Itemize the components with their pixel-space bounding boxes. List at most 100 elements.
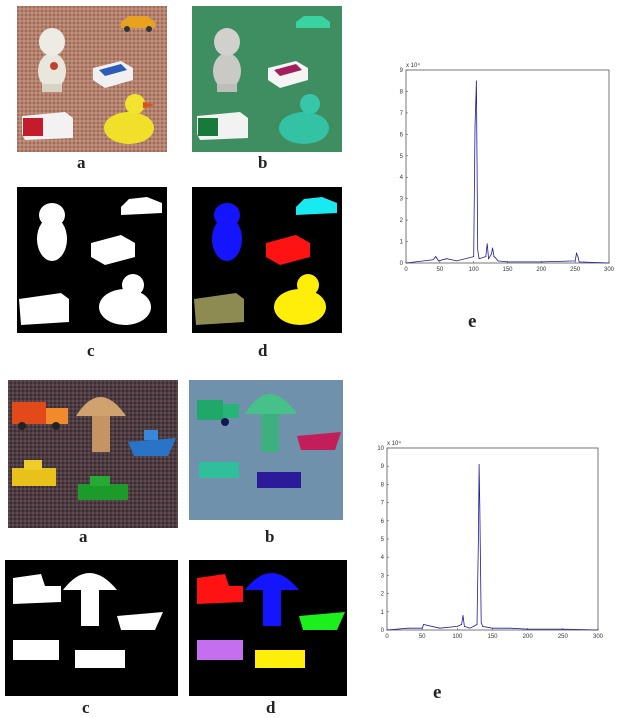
y-tick-label: 0 — [400, 261, 404, 267]
histogram-point — [478, 258, 480, 260]
bottom-mask-scene — [13, 573, 163, 668]
y-tick-label: 5 — [400, 154, 404, 160]
y-tick-label: 1 — [381, 610, 385, 616]
bottom-caption-e: e — [433, 682, 442, 703]
exponent-label: x 10⁴ — [406, 62, 420, 69]
top-caption-b: b — [258, 153, 268, 172]
top-histogram-plot: x 10⁴ 0 50 100 150 200 250 300 0 1 2 3 4 5 6 7 8 9 — [390, 58, 620, 278]
histogram-point — [438, 260, 439, 262]
histogram-point — [478, 463, 480, 465]
y-tick-label: 5 — [381, 537, 385, 543]
histogram-point — [407, 627, 409, 629]
histogram-point — [432, 259, 434, 261]
segment-mushroom-blue — [245, 573, 299, 626]
segment-cat-blue — [212, 203, 242, 261]
histogram-point — [494, 257, 496, 259]
segment-tank-violet — [197, 640, 243, 660]
histogram-point — [478, 538, 479, 540]
histogram-series — [405, 80, 610, 264]
tank-recolored-indigo — [257, 472, 301, 488]
segment-truck-red — [197, 574, 243, 604]
histogram-point — [477, 249, 479, 251]
y-tick-label: 9 — [400, 68, 404, 74]
mask-box — [91, 235, 135, 265]
histogram-series — [386, 464, 599, 631]
y-tick-label: 1 — [400, 240, 404, 246]
x-tick-label: 300 — [604, 267, 615, 273]
y-tick-label: 7 — [381, 501, 385, 507]
histogram-point — [492, 627, 493, 629]
y-tick-label: 4 — [400, 175, 404, 181]
green-tank — [78, 476, 128, 500]
histogram-point — [488, 258, 489, 260]
top-panel-d-segmentation — [192, 187, 342, 333]
bottom-histogram-svg: x 10⁴ 0 50 100 150 200 250 300 0 1 2 3 4 5 6 7 8 9 10 — [377, 440, 603, 640]
histogram-point — [608, 262, 610, 264]
x-tick-label: 200 — [523, 634, 534, 640]
y-tick-label: 2 — [381, 592, 385, 598]
histogram-point — [493, 256, 495, 257]
histogram-point — [421, 627, 423, 629]
y-tick-label: 7 — [400, 111, 404, 117]
y-tick-label: 2 — [400, 218, 404, 224]
top-mask-scene — [19, 197, 162, 325]
x-tick-label: 100 — [452, 634, 463, 640]
histogram-point — [423, 624, 424, 625]
mask-duck — [99, 289, 151, 325]
histogram-point — [492, 247, 494, 249]
y-tick-label: 8 — [381, 482, 385, 488]
bottom-panel-a-photo — [8, 380, 178, 528]
mask-car — [121, 197, 162, 215]
x-tick-label: 50 — [419, 634, 426, 640]
segment-box-red — [266, 235, 310, 265]
histogram-point — [462, 615, 464, 616]
bottom-caption-c: c — [82, 698, 90, 717]
box-recolored — [268, 61, 308, 88]
histogram-point — [474, 127, 476, 129]
histogram-point — [386, 629, 388, 631]
bottom-caption-d: d — [266, 698, 276, 717]
x-tick-label: 0 — [385, 634, 389, 640]
x-tick-label: 150 — [487, 634, 498, 640]
histogram-point — [578, 261, 580, 263]
bottom-histogram-plot: x 10⁴ 0 50 100 150 200 250 300 0 1 2 3 4 5 6 7 8 9 10 — [377, 436, 612, 646]
x-tick-label: 200 — [536, 267, 547, 273]
bottom-panel-c-mask — [5, 560, 178, 696]
yellow-tank — [12, 460, 56, 486]
histogram-point — [473, 256, 475, 257]
histogram-point — [456, 260, 458, 262]
top-caption-a: a — [77, 153, 86, 172]
segment-duck-yellow — [274, 274, 326, 325]
histogram-point — [562, 628, 564, 630]
histogram-point — [486, 243, 488, 245]
blue-boat — [128, 430, 176, 456]
histogram-point — [463, 625, 465, 627]
histogram-point — [476, 624, 478, 625]
histogram-point — [480, 622, 482, 624]
y-tick-label: 9 — [381, 464, 385, 470]
histogram-point — [507, 261, 508, 263]
duck-recolored — [279, 94, 329, 144]
top-panel-b-recolored — [192, 6, 342, 152]
histogram-point — [469, 627, 471, 629]
x-tick-label: 0 — [404, 267, 408, 273]
mask-mushroom — [63, 573, 117, 590]
top-caption-e: e — [468, 311, 477, 332]
toy-car — [121, 16, 155, 32]
bottom-panel-b-recolored — [189, 380, 343, 520]
histogram-point — [405, 262, 407, 264]
bottom-caption-b: b — [265, 527, 275, 546]
histogram-point — [497, 260, 499, 262]
histogram-point — [574, 260, 576, 262]
top-photo-scene — [17, 6, 167, 152]
x-tick-label: 50 — [436, 267, 443, 273]
top-panel-a-photo — [17, 6, 167, 152]
bottom-caption-a: a — [79, 527, 88, 546]
histogram-point — [461, 624, 462, 625]
histogram-point — [509, 627, 511, 629]
tank-recolored-teal — [199, 462, 239, 478]
lucky-cat-figure — [38, 28, 66, 92]
histogram-point — [482, 625, 484, 627]
bottom-photo-scene — [8, 380, 178, 528]
y-tick-label: 3 — [381, 573, 385, 579]
